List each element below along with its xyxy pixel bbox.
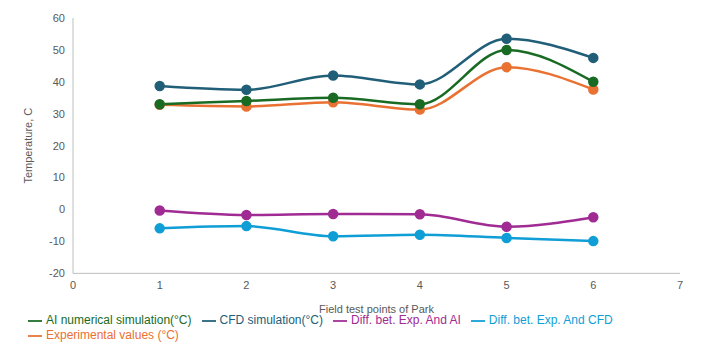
svg-text:40: 40 [53, 76, 65, 88]
svg-text:-10: -10 [49, 235, 65, 247]
svg-text:Temperature, C: Temperature, C [22, 108, 34, 184]
svg-text:10: 10 [53, 171, 65, 183]
html-text:Experimental values (°C): Experimental values (°C) [46, 328, 179, 343]
svg-text:3: 3 [330, 279, 336, 291]
svg-text:30: 30 [53, 108, 65, 120]
svg-text:6: 6 [590, 279, 596, 291]
svg-text:4: 4 [417, 279, 423, 291]
svg-text:2: 2 [243, 279, 249, 291]
svg-text:5: 5 [504, 279, 510, 291]
html-text:AI numerical simulation(°C): AI numerical simulation(°C) [46, 313, 192, 328]
svg-text:0: 0 [70, 279, 76, 291]
html-text:Diff. bet. Exp. And AI: Diff. bet. Exp. And AI [351, 313, 461, 328]
svg-text:20: 20 [53, 140, 65, 152]
html-text:Diff. bet. Exp. And CFD: Diff. bet. Exp. And CFD [488, 313, 613, 328]
svg-text:0: 0 [59, 203, 65, 215]
svg-text:-20: -20 [49, 267, 65, 279]
svg-text:50: 50 [53, 44, 65, 56]
svg-text:1: 1 [157, 279, 163, 291]
svg-text:60: 60 [53, 12, 65, 24]
html-text:CFD simulation(°C): CFD simulation(°C) [219, 313, 323, 328]
svg-text:Field test points of Park: Field test points of Park [319, 303, 434, 315]
svg-text:7: 7 [677, 279, 683, 291]
